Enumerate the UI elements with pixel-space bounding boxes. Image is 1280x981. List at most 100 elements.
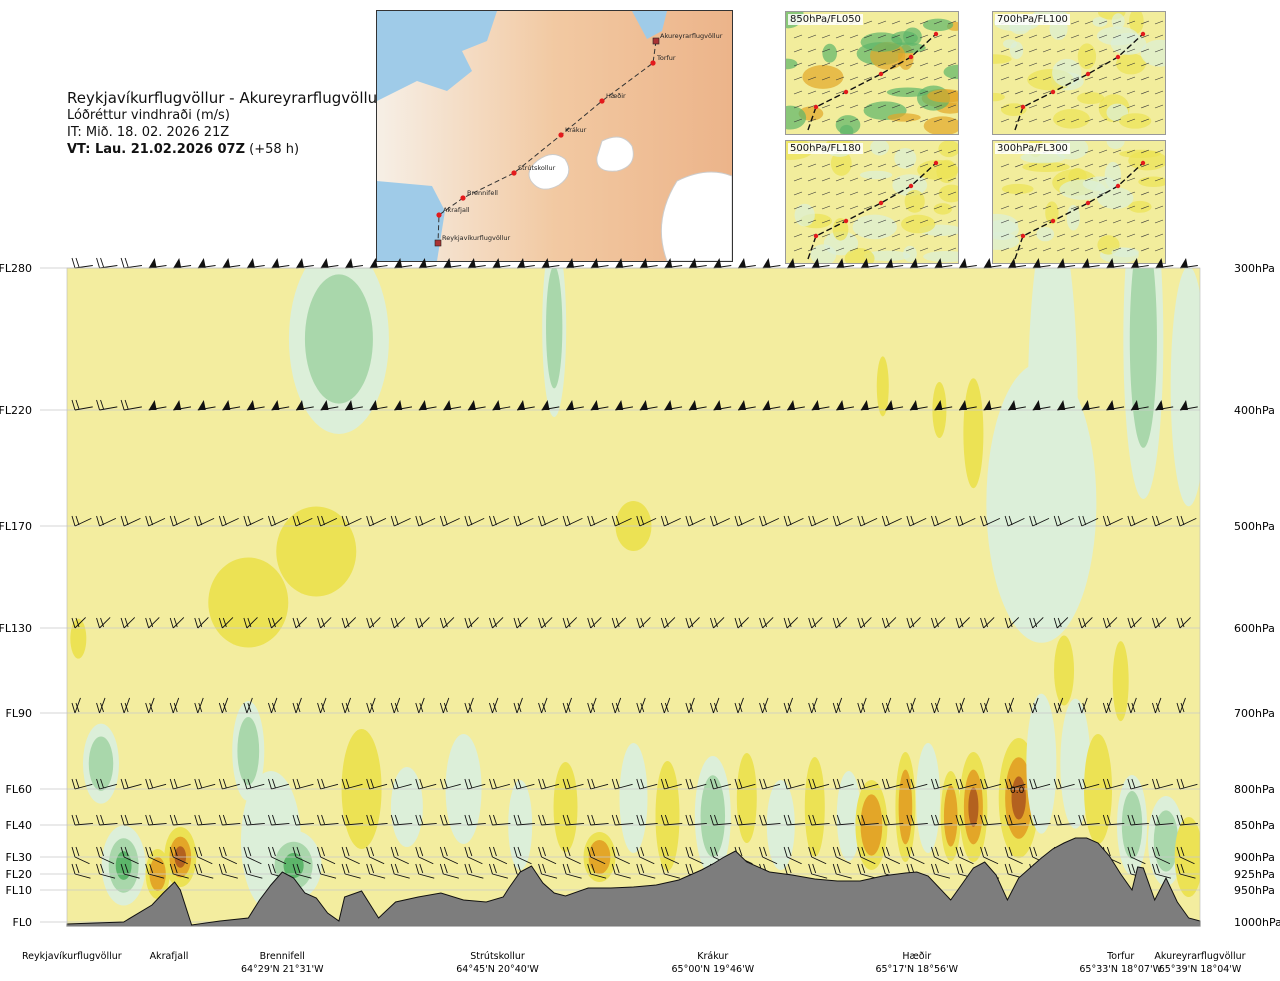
mini-barb [1000, 233, 1010, 238]
mini-barb [1154, 205, 1164, 210]
mini-barb [807, 163, 817, 168]
wind-barb-6-12 [366, 814, 388, 826]
wind-barb-8-41 [1078, 863, 1098, 879]
mini-barb [1098, 205, 1108, 210]
mini-barb [821, 191, 831, 196]
mini-barb [863, 76, 873, 81]
mini-barb [1042, 76, 1052, 81]
wind-barb-7-13 [390, 846, 409, 865]
mini-barb [1084, 90, 1094, 95]
mini-cell [936, 159, 958, 184]
mini-barb [919, 177, 929, 182]
mini-barb [947, 34, 957, 39]
mini-barb [1126, 76, 1136, 81]
wind-barb-5-35 [931, 778, 952, 790]
wind-barb-4-24 [660, 697, 671, 714]
y-label-left-7: FL30 [6, 851, 32, 864]
mini-barb [1000, 90, 1010, 95]
contour-cell-4-0 [276, 506, 357, 597]
mini-barb [1112, 177, 1122, 182]
mini-barb [905, 20, 915, 25]
wind-barb-4-26 [710, 697, 720, 714]
mini-barb [1070, 104, 1080, 109]
route-point-3 [558, 132, 564, 138]
contour-cell-40-1 [1121, 791, 1143, 859]
contour-cell-14-0 [164, 827, 197, 887]
wind-barb-3-36 [955, 617, 970, 629]
mini-barb [807, 76, 817, 81]
mini-barb [1140, 163, 1150, 168]
contour-cell-16-0 [232, 701, 265, 801]
wind-barb-8-7 [243, 863, 263, 879]
wind-barb-5-9 [292, 778, 314, 790]
wind-barb-5-40 [1053, 778, 1075, 790]
wind-barb-1-41 [1081, 400, 1100, 411]
wind-barb-0-7 [246, 258, 265, 269]
mini-barb [1098, 233, 1108, 238]
mini-barb [905, 247, 915, 252]
wind-barb-4-35 [931, 697, 941, 714]
wind-barb-0-4 [173, 258, 192, 269]
wind-barb-4-22 [611, 697, 622, 714]
wind-barb-4-16 [464, 697, 474, 714]
mini-barb [807, 205, 817, 210]
route-map-svg: Akureyrarflugvöllur Torfur Hæðir Krákur Strú… [377, 11, 732, 261]
y-label-left-6: FL40 [6, 819, 32, 832]
mini-barb [1140, 34, 1150, 39]
wind-barb-6-29 [783, 814, 806, 826]
wind-barb-2-33 [881, 515, 902, 527]
mini-route-point-4 [933, 31, 939, 37]
wind-barb-4-20 [562, 697, 573, 714]
mini-barb [1112, 104, 1122, 109]
mini-barb [807, 90, 817, 95]
mini-barb [1126, 34, 1136, 39]
wind-barb-6-7 [243, 814, 265, 826]
mini-barb [1154, 34, 1164, 39]
mini-barb [919, 62, 929, 67]
mini-route [1014, 162, 1144, 260]
mini-barb [1154, 149, 1164, 154]
route-point-2 [599, 98, 605, 104]
mini-barb [1084, 76, 1094, 81]
mini-barb [1056, 104, 1066, 109]
wind-barb-7-43 [1127, 846, 1146, 865]
wind-barb-1-25 [688, 400, 707, 411]
mini-route [807, 162, 937, 260]
mini-barb [1042, 233, 1052, 238]
mini-cell [1129, 12, 1144, 34]
mini-barb [1042, 205, 1052, 210]
wind-barb-3-31 [832, 617, 848, 629]
wind-barb-2-32 [857, 515, 878, 527]
contour-cell-22-0 [553, 762, 578, 852]
wind-barb-2-6 [218, 515, 239, 527]
contour-cell-23-0 [583, 832, 616, 882]
wind-barb-6-5 [194, 814, 216, 826]
route-point-0 [652, 37, 660, 45]
mini-barb [1154, 163, 1164, 168]
mini-barb [1112, 219, 1122, 224]
contour-cell-41-0 [1148, 796, 1185, 886]
wind-barb-0-28 [762, 258, 781, 269]
wind-barb-8-42 [1102, 863, 1122, 879]
mini-barb [835, 191, 845, 196]
mini-barb [1154, 76, 1164, 81]
wind-barb-3-0 [71, 617, 86, 629]
wind-barb-7-41 [1078, 846, 1097, 865]
mini-barb [863, 233, 873, 238]
mini-barb [821, 163, 831, 168]
wind-barb-4-0 [71, 697, 81, 714]
mini-barb [1000, 34, 1010, 39]
mini-barb [793, 233, 803, 238]
mini-map-700: 700hPa/FL100 [992, 11, 1166, 135]
mini-barb [891, 118, 901, 123]
wind-barb-3-11 [341, 617, 357, 629]
wind-barb-4-44 [1152, 697, 1162, 714]
wind-barb-2-36 [955, 515, 976, 527]
mini-barb [1028, 104, 1038, 109]
wind-barb-4-15 [439, 697, 450, 714]
mini-barb [919, 149, 929, 154]
mini-barb [891, 34, 901, 39]
mini-route-point-0 [1020, 104, 1026, 110]
wind-barb-7-28 [759, 846, 778, 865]
mini-cell [1128, 200, 1152, 213]
